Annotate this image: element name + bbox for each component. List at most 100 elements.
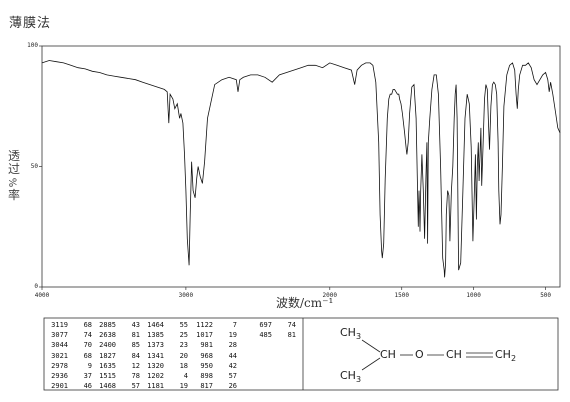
peak-transmittance: 23 bbox=[179, 341, 188, 350]
peak-wavenumber: 1181 bbox=[147, 382, 164, 391]
peak-row: 1468 57 bbox=[96, 381, 140, 391]
peak-transmittance: 19 bbox=[228, 331, 237, 340]
x-tick-label: 4000 bbox=[34, 292, 50, 299]
y-axis-label: 透 过 % 率 bbox=[7, 150, 21, 202]
x-tick-label: 1500 bbox=[394, 292, 409, 299]
peak-wavenumber: 981 bbox=[200, 341, 213, 350]
peak-row: 1827 84 bbox=[96, 351, 140, 361]
peak-row: 2885 43 bbox=[96, 320, 140, 330]
peak-row: 1320 18 bbox=[144, 361, 188, 371]
structure-top-ch: CH bbox=[340, 326, 356, 339]
peak-column-1: 3119 68 3077 74 3044 70 3021 68 2978 9 2936 37 2901 4… bbox=[48, 320, 92, 391]
x-axis-label: 波数/cm⁻¹ bbox=[276, 296, 334, 310]
structure-terminal-ch2: CH2 bbox=[495, 348, 517, 364]
peak-wavenumber: 1635 bbox=[99, 361, 116, 370]
peak-row: 968 44 bbox=[193, 351, 237, 361]
peak-wavenumber: 1341 bbox=[147, 351, 164, 360]
peak-transmittance: 81 bbox=[131, 331, 140, 340]
peak-wavenumber: 3044 bbox=[51, 341, 68, 350]
peak-wavenumber: 817 bbox=[200, 382, 213, 391]
peak-transmittance: 18 bbox=[179, 361, 188, 370]
peak-transmittance: 84 bbox=[131, 351, 140, 360]
peak-wavenumber: 2936 bbox=[51, 372, 68, 381]
structure-vinyl-ch: CH bbox=[446, 348, 462, 361]
peak-transmittance: 7 bbox=[232, 321, 237, 330]
peak-transmittance: 81 bbox=[287, 331, 296, 340]
peak-wavenumber: 3119 bbox=[51, 321, 68, 330]
peak-column-2: 2885 43 2638 81 2400 85 1827 84 1635 12 1515 78 1468… bbox=[96, 320, 140, 391]
peak-transmittance: 9 bbox=[87, 361, 92, 370]
peak-wavenumber: 1515 bbox=[99, 372, 116, 381]
peak-transmittance: 25 bbox=[179, 331, 188, 340]
peak-transmittance: 85 bbox=[131, 341, 140, 350]
peak-column-3: 1464 55 1385 25 1373 23 1341 20 1320 18 1202 4 1181 1… bbox=[144, 320, 188, 391]
peak-transmittance: 74 bbox=[287, 321, 296, 330]
peak-row: 3077 74 bbox=[48, 330, 92, 340]
peak-wavenumber: 1373 bbox=[147, 341, 164, 350]
peak-transmittance: 19 bbox=[179, 382, 188, 391]
peak-row: 898 57 bbox=[193, 371, 237, 381]
peak-row: 2978 9 bbox=[48, 361, 92, 371]
peak-transmittance: 57 bbox=[131, 382, 140, 391]
peak-row: 1341 20 bbox=[144, 351, 188, 361]
peak-row: 1122 7 bbox=[193, 320, 237, 330]
peak-wavenumber: 950 bbox=[200, 361, 213, 370]
peak-wavenumber: 1385 bbox=[147, 331, 164, 340]
peak-row: 3021 68 bbox=[48, 351, 92, 361]
peak-wavenumber: 485 bbox=[259, 331, 272, 340]
peak-transmittance: 78 bbox=[131, 372, 140, 381]
structure-bottom-methyl: CH3 bbox=[340, 369, 362, 385]
peak-wavenumber: 1464 bbox=[147, 321, 164, 330]
peak-wavenumber: 898 bbox=[200, 372, 213, 381]
peak-table: 3119 68 3077 74 3044 70 3021 68 2978 9 2936 37 2901 4… bbox=[48, 320, 92, 391]
peak-table-border bbox=[43, 317, 559, 391]
peak-row: 697 74 bbox=[252, 320, 296, 330]
x-tick-label: 2000 bbox=[322, 292, 337, 299]
peak-wavenumber: 1827 bbox=[99, 351, 116, 360]
y-axis-label-char: 过 bbox=[7, 162, 20, 176]
peak-wavenumber: 2400 bbox=[99, 341, 116, 350]
bond-bottom bbox=[361, 357, 381, 371]
y-tick-label: 0 bbox=[34, 283, 38, 290]
peak-wavenumber: 697 bbox=[259, 321, 272, 330]
spectrum-line bbox=[41, 60, 561, 278]
tick-group bbox=[39, 45, 546, 290]
peak-transmittance: 26 bbox=[228, 382, 237, 391]
peak-row: 1385 25 bbox=[144, 330, 188, 340]
peak-transmittance: 46 bbox=[83, 382, 92, 391]
peak-transmittance: 70 bbox=[83, 341, 92, 350]
method-label: 薄膜法 bbox=[9, 16, 52, 31]
peak-wavenumber: 968 bbox=[200, 351, 213, 360]
peak-column-5: 697 74 485 81 bbox=[252, 320, 296, 340]
y-tick-label: 50 bbox=[30, 162, 38, 170]
peak-transmittance: 37 bbox=[83, 372, 92, 381]
y-axis-label-char: 率 bbox=[7, 188, 20, 202]
peak-row: 1373 23 bbox=[144, 340, 188, 350]
peak-wavenumber: 3077 bbox=[51, 331, 68, 340]
peak-transmittance: 42 bbox=[228, 361, 237, 370]
peak-row: 1017 19 bbox=[193, 330, 237, 340]
peak-table: 2885 43 2638 81 2400 85 1827 84 1635 12 1515 78 1468… bbox=[96, 320, 140, 391]
peak-wavenumber: 2638 bbox=[99, 331, 116, 340]
structure-top-methyl: CH3 bbox=[340, 326, 362, 342]
peak-transmittance: 74 bbox=[83, 331, 92, 340]
x-tick-label: 1000 bbox=[466, 292, 481, 299]
peak-row: 2638 81 bbox=[96, 330, 140, 340]
peak-wavenumber: 1320 bbox=[147, 361, 164, 370]
peak-row: 2400 85 bbox=[96, 340, 140, 350]
peak-wavenumber: 1017 bbox=[196, 331, 213, 340]
peak-wavenumber: 3021 bbox=[51, 351, 68, 360]
peak-transmittance: 68 bbox=[83, 321, 92, 330]
peak-wavenumber: 1468 bbox=[99, 382, 116, 391]
peak-row: 485 81 bbox=[252, 330, 296, 340]
peak-transmittance: 55 bbox=[179, 321, 188, 330]
bond-top bbox=[361, 339, 381, 353]
x-tick-label: 3000 bbox=[178, 292, 194, 299]
peak-row: 981 28 bbox=[193, 340, 237, 350]
peak-row: 2936 37 bbox=[48, 371, 92, 381]
peak-transmittance: 12 bbox=[131, 361, 140, 370]
peak-row: 1202 4 bbox=[144, 371, 188, 381]
peak-wavenumber: 2901 bbox=[51, 382, 68, 391]
